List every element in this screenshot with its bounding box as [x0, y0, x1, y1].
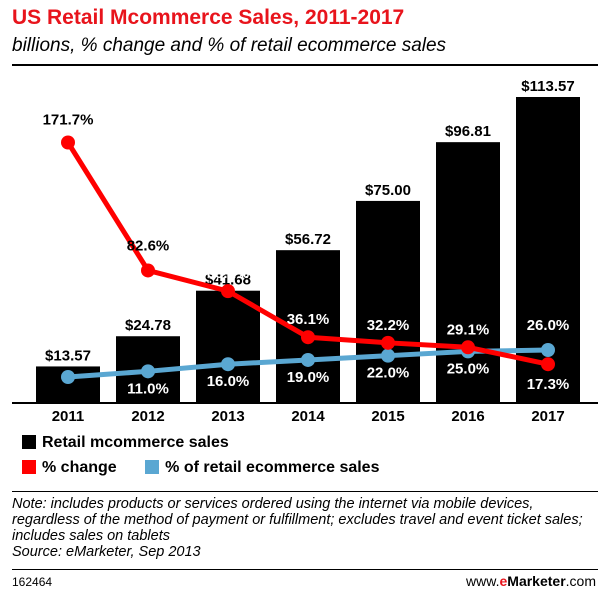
- x-tick-2017: 2017: [531, 408, 564, 425]
- brand-suffix: .com: [565, 573, 596, 589]
- change-label-2014: 36.1%: [287, 311, 330, 328]
- share-label-2011: 7.0%: [51, 386, 85, 403]
- title-divider: [12, 64, 598, 66]
- legend-item-share: % of retail ecommerce sales: [145, 459, 379, 477]
- x-tick-2016: 2016: [451, 408, 484, 425]
- brand-e: e: [499, 573, 508, 589]
- share-point-2014: [301, 352, 315, 367]
- share-point-2012: [141, 364, 155, 379]
- note-divider: [12, 491, 598, 492]
- chart-canvas: $13.57 $24.78 $41.68 $56.72 $75.00 $96.81 $113…: [12, 78, 598, 425]
- chart-id: 162464: [12, 575, 53, 589]
- change-point-2011: [61, 135, 75, 150]
- legend-label-share: % of retail ecommerce sales: [165, 459, 380, 476]
- change-point-2015: [381, 335, 395, 350]
- x-tick-2013: 2013: [211, 408, 244, 425]
- x-tick-2011: 2011: [52, 408, 85, 425]
- brand-prefix: www.: [466, 573, 500, 589]
- legend-swatch-change: [22, 460, 36, 474]
- share-label-2014: 19.0%: [287, 369, 330, 386]
- share-point-2017: [541, 343, 555, 357]
- share-label-2012: 11.0%: [127, 380, 169, 397]
- change-label-2016: 29.1%: [447, 321, 490, 338]
- share-point-2011: [61, 370, 75, 384]
- x-tick-2014: 2014: [291, 408, 325, 425]
- note-source: Source: eMarketer, Sep 2013: [12, 544, 201, 560]
- bar-2015: [356, 200, 420, 403]
- change-point-2013: [221, 284, 235, 299]
- chart-note: Note: includes products or services orde…: [12, 496, 602, 560]
- bar-label-2011: $13.57: [45, 347, 91, 364]
- legend-item-change: % change: [22, 459, 117, 477]
- change-point-2014: [301, 330, 315, 345]
- share-label-2017: 26.0%: [527, 317, 570, 334]
- bar-2016: [436, 142, 500, 403]
- x-tick-2012: 2012: [131, 408, 164, 425]
- change-point-2016: [461, 340, 475, 355]
- share-label-2013: 16.0%: [207, 373, 250, 390]
- bar-label-2015: $75.00: [365, 182, 411, 199]
- share-label-2016: 25.0%: [447, 360, 490, 377]
- bar-label-2016: $96.81: [445, 123, 491, 140]
- change-label-2012: 82.6%: [127, 237, 170, 254]
- brand-name: Marketer: [507, 573, 566, 589]
- change-label-2017: 17.3%: [527, 376, 570, 393]
- change-label-2015: 32.2%: [367, 317, 410, 334]
- bar-2013: [196, 290, 260, 403]
- bar-label-2012: $24.78: [125, 317, 171, 334]
- legend-label-change: % change: [42, 459, 117, 476]
- change-label-2011: 171.7%: [43, 112, 94, 129]
- chart-subtitle: billions, % change and % of retail ecomm…: [12, 35, 447, 56]
- bar-label-2017: $113.57: [521, 78, 574, 95]
- share-point-2015: [381, 348, 395, 363]
- change-point-2012: [141, 263, 155, 278]
- share-label-2015: 22.0%: [367, 365, 410, 382]
- legend-row-2: % change % of retail ecommerce sales: [22, 459, 403, 477]
- x-tick-2015: 2015: [371, 408, 404, 425]
- bar-label-2013: $41.68: [205, 272, 251, 289]
- change-point-2017: [541, 357, 555, 372]
- legend-swatch-bars: [22, 435, 36, 449]
- legend-label-bars: Retail mcommerce sales: [42, 434, 229, 451]
- note-text: Note: includes products or services orde…: [12, 496, 583, 544]
- share-point-2013: [221, 357, 235, 372]
- legend-swatch-share: [145, 460, 160, 474]
- footer-divider: [12, 569, 598, 570]
- legend-row-1: Retail mcommerce sales: [22, 434, 253, 452]
- legend-item-bars: Retail mcommerce sales: [22, 434, 229, 452]
- bar-label-2014: $56.72: [285, 231, 331, 248]
- chart-title: US Retail Mcommerce Sales, 2011-2017: [12, 6, 405, 29]
- change-label-2013: 68.2%: [207, 265, 250, 282]
- brand-logo: www.eMarketer.com: [466, 573, 596, 589]
